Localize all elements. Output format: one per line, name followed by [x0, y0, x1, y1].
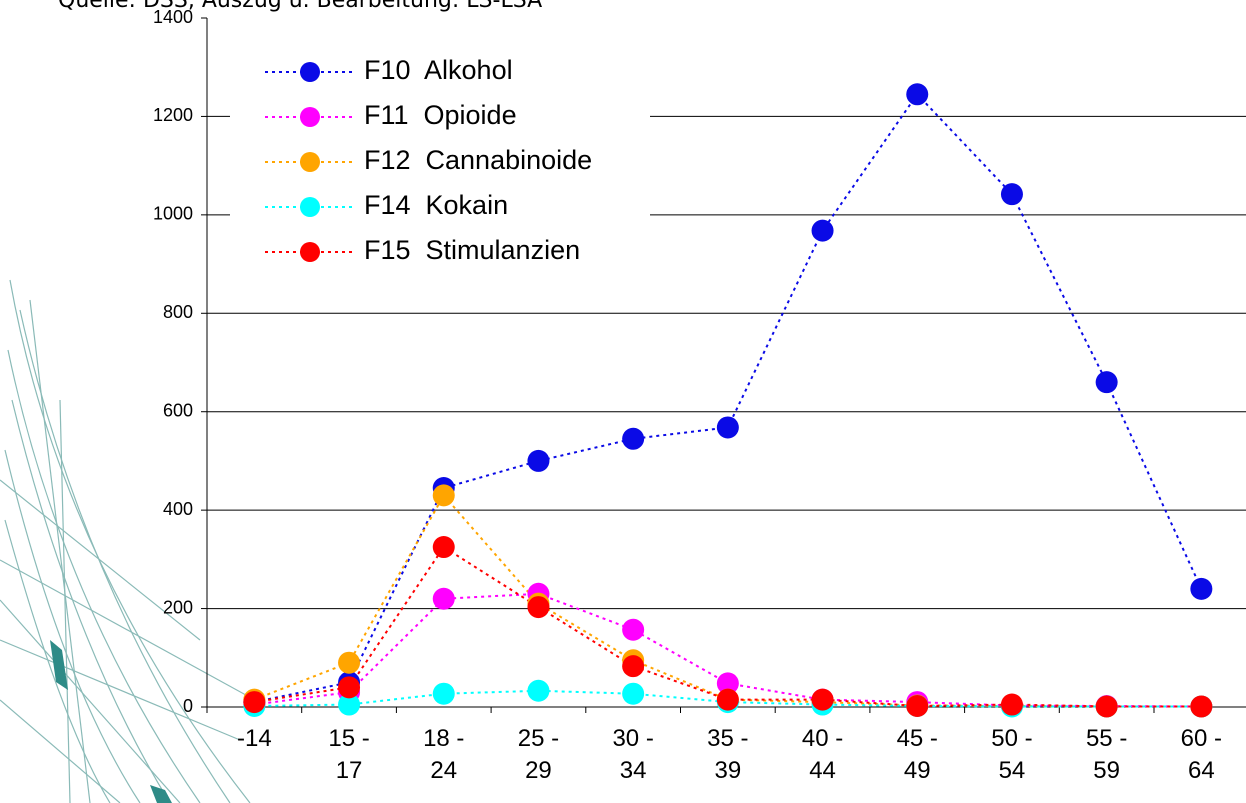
- data-point: [527, 596, 549, 618]
- data-point: [1001, 694, 1023, 716]
- data-point: [622, 683, 644, 705]
- data-point: [1190, 578, 1212, 600]
- x-tick-label: -14: [224, 723, 284, 755]
- legend-label: F10 Alkohol: [364, 55, 513, 85]
- x-tick-label: 45 - 49: [887, 723, 947, 787]
- legend-label: F12 Cannabinoide: [364, 145, 592, 175]
- legend-label: F15 Stimulanzien: [364, 235, 580, 265]
- data-point: [338, 652, 360, 674]
- page: 0200400600800100012001400F10 AlkoholF11 …: [0, 0, 1246, 803]
- data-point: [433, 484, 455, 506]
- data-point: [906, 83, 928, 105]
- x-tick-label: 60 - 64: [1171, 723, 1231, 787]
- data-point: [1096, 371, 1118, 393]
- data-point: [717, 689, 739, 711]
- data-point: [527, 680, 549, 702]
- legend-label: F14 Kokain: [364, 190, 508, 220]
- x-tick-label: 30 - 34: [603, 723, 663, 787]
- legend-marker: [300, 152, 320, 172]
- data-point: [1190, 696, 1212, 718]
- x-tick-label: 40 - 44: [793, 723, 853, 787]
- y-tick-label: 600: [163, 400, 193, 420]
- legend-marker: [300, 197, 320, 217]
- data-point: [717, 416, 739, 438]
- x-tick-label: 18 - 24: [414, 723, 474, 787]
- x-tick-label: 15 - 17: [319, 723, 379, 787]
- data-point: [338, 676, 360, 698]
- data-point: [906, 695, 928, 717]
- background-decoration: [0, 280, 255, 803]
- data-point: [433, 536, 455, 558]
- y-tick-label: 0: [183, 696, 193, 716]
- legend-marker: [300, 107, 320, 127]
- data-point: [622, 619, 644, 641]
- data-point: [812, 689, 834, 711]
- data-point: [812, 220, 834, 242]
- decoration-tile: [50, 640, 68, 690]
- legend-marker: [300, 62, 320, 82]
- data-point: [433, 588, 455, 610]
- y-tick-label: 400: [163, 499, 193, 519]
- x-tick-label: 55 - 59: [1077, 723, 1137, 787]
- y-tick-label: 1000: [153, 204, 193, 224]
- x-tick-label: 50 - 54: [982, 723, 1042, 787]
- y-tick-label: 1200: [153, 105, 193, 125]
- x-tick-label: 25 - 29: [508, 723, 568, 787]
- x-tick-label: 35 - 39: [698, 723, 758, 787]
- legend-label: F11 Opioide: [364, 100, 517, 130]
- data-point: [527, 450, 549, 472]
- legend-marker: [300, 242, 320, 262]
- data-point: [433, 683, 455, 705]
- source-note: Quelle: DSS, Auszug u. Bearbeitung: LS-L…: [58, 0, 542, 13]
- data-point: [622, 428, 644, 450]
- data-point: [243, 691, 265, 713]
- data-point: [622, 655, 644, 677]
- chart: 0200400600800100012001400F10 AlkoholF11 …: [0, 0, 1246, 803]
- y-tick-label: 800: [163, 302, 193, 322]
- data-point: [1096, 696, 1118, 718]
- data-point: [1001, 183, 1023, 205]
- y-tick-label: 200: [163, 597, 193, 617]
